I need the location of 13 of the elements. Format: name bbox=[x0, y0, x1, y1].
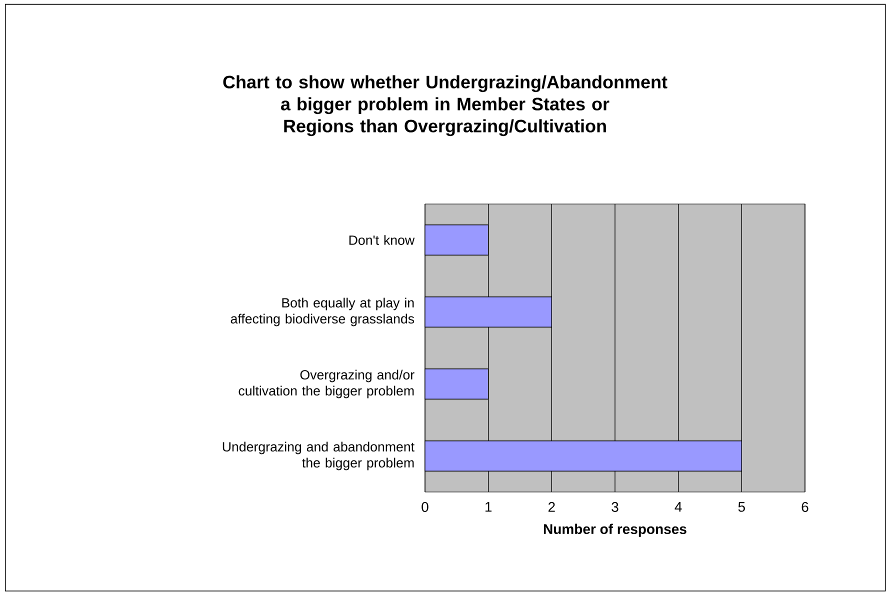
y-tick-label: Both equally at play in affecting biodiverse grasslands bbox=[230, 298, 414, 326]
x-tick-label: 6 bbox=[802, 502, 808, 512]
y-tick-label: Don't know bbox=[349, 235, 415, 245]
x-tick-label: 4 bbox=[674, 502, 682, 512]
y-tick-label: Undergrazing and abandonment the bigger problem bbox=[222, 442, 414, 470]
x-axis-title: Number of responses bbox=[544, 524, 686, 537]
y-tick-label: Overgrazing and/or cultivation the bigger problem bbox=[238, 370, 414, 398]
x-tick-label: 5 bbox=[738, 502, 745, 512]
x-tick-label: 2 bbox=[548, 502, 555, 512]
x-tick-label: 1 bbox=[486, 502, 492, 512]
x-tick-label: 0 bbox=[422, 502, 428, 512]
x-tick-label: 3 bbox=[612, 502, 618, 512]
chart-title: Chart to show whether Undergrazing/Abandonment a bigger problem in Member States or Regions than Overgrazing/Cultivation bbox=[223, 75, 668, 136]
